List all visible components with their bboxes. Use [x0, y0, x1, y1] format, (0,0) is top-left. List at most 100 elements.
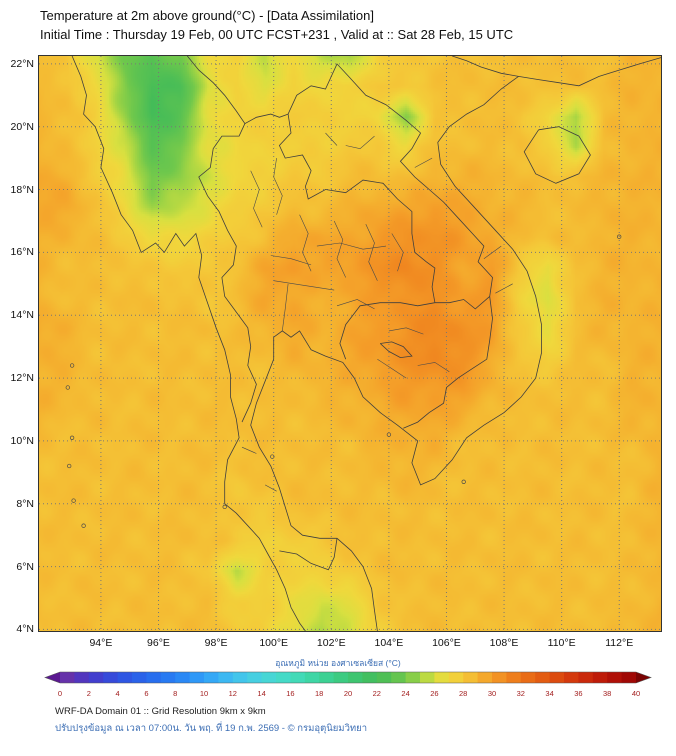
colorbar-tick-label: 30	[488, 689, 496, 698]
lat-tick-label: 10°N	[10, 434, 34, 447]
colorbar-tick-label: 32	[517, 689, 525, 698]
island-outline	[71, 498, 76, 503]
lat-tick-label: 16°N	[10, 246, 34, 259]
footer-update-info: ปรับปรุงข้อมูล ณ เวลา 07:00น. วัน พฤ. ที…	[55, 723, 368, 734]
island-outline	[65, 385, 70, 390]
boundary-thailand-myanmar-border	[198, 123, 257, 423]
colorbar-segment	[160, 672, 176, 683]
province-boundary	[333, 220, 346, 278]
province-boundary	[273, 280, 335, 291]
boundary-coast-east	[250, 76, 542, 631]
boundary-china-laos-vietnam-border	[287, 63, 421, 134]
boundary-hainan-island	[523, 126, 591, 184]
colorbar-segment	[564, 672, 579, 683]
colorbar-tick-label: 26	[430, 689, 438, 698]
province-boundary	[495, 283, 513, 294]
province-boundary	[417, 362, 450, 373]
province-boundary	[264, 484, 277, 492]
island-outline	[222, 504, 227, 510]
province-boundary	[345, 135, 375, 150]
map-overlay-boundaries	[39, 56, 661, 631]
colorbar-segment	[391, 672, 406, 683]
colorbar-segment	[434, 672, 450, 683]
colorbar-tick-label: 0	[58, 689, 62, 698]
lat-tick-label: 4°N	[16, 623, 34, 636]
colorbar-segment	[290, 672, 306, 683]
colorbar-tick-label: 28	[459, 689, 467, 698]
boundary-vietnam-china-border	[452, 56, 519, 77]
province-boundary	[414, 157, 433, 168]
province-boundary	[365, 223, 378, 281]
colorbar-segment	[463, 672, 478, 683]
colorbar-tick-label: 22	[373, 689, 381, 698]
colorbar-segment	[549, 672, 565, 683]
colorbar-segment	[103, 672, 118, 683]
province-boundary	[377, 358, 407, 379]
boundary-thailand-laos-border	[278, 114, 436, 303]
temperature-map	[38, 55, 662, 632]
colorbar-tick-label: 20	[344, 689, 352, 698]
lat-tick-label: 8°N	[16, 497, 34, 510]
lat-tick-label: 18°N	[10, 183, 34, 196]
colorbar-tick-label: 36	[574, 689, 582, 698]
island-outline	[617, 234, 622, 239]
colorbar: 0 2 4 6 8 10 12 14 16 18 20 22 24 26 28 30 32 34 36 38 40	[44, 671, 652, 698]
lon-tick-label: 110°E	[547, 637, 576, 649]
colorbar-segment	[348, 672, 363, 683]
page-title: Temperature at 2m above ground(°C) - [Da…	[40, 8, 374, 23]
province-boundary	[241, 446, 257, 454]
colorbar-tick-label: 4	[116, 689, 120, 698]
lat-tick-label: 12°N	[10, 372, 34, 385]
colorbar-segment	[117, 672, 133, 683]
province-boundary	[316, 242, 387, 250]
colorbar-outline	[44, 671, 652, 684]
colorbar-segment	[448, 672, 464, 683]
province-boundary	[483, 245, 502, 259]
colorbar-segment	[405, 672, 421, 683]
colorbar-segment	[592, 672, 608, 683]
colorbar-tick-label: 34	[545, 689, 553, 698]
colorbar-segment	[74, 672, 90, 683]
province-boundary	[270, 255, 312, 266]
lon-tick-label: 102°E	[316, 637, 346, 649]
colorbar-tick-label: 12	[229, 689, 237, 698]
footer-domain-info: WRF-DA Domain 01 :: Grid Resolution 9km …	[55, 706, 266, 717]
lon-tick-label: 106°E	[432, 637, 461, 649]
colorbar-segment	[88, 672, 104, 683]
colorbar-title: อุณหภูมิ หน่วย องศาเซลเซียส (°C)	[275, 658, 401, 668]
header: Temperature at 2m above ground(°C) - [Da…	[40, 7, 513, 43]
colorbar-segment	[247, 672, 262, 683]
colorbar-segment	[261, 672, 277, 683]
province-boundary	[299, 214, 312, 272]
colorbar-segment	[146, 672, 162, 683]
lon-tick-label: 108°E	[489, 637, 519, 649]
colorbar-tick-label: 16	[286, 689, 294, 698]
colorbar-segment	[333, 672, 349, 683]
province-boundary	[250, 170, 263, 228]
colorbar-segment	[218, 672, 234, 683]
boundary-myanmar-china-border	[186, 56, 289, 125]
province-boundary	[273, 158, 283, 215]
lon-tick-label: 100°E	[259, 637, 289, 649]
colorbar-tick-label: 24	[401, 689, 409, 698]
colorbar-segment	[492, 672, 507, 683]
temperature-field-canvas	[39, 56, 661, 631]
colorbar-segment	[376, 672, 392, 683]
boundary-cambodia-vietnam-border	[403, 296, 493, 429]
colorbar-segment	[304, 672, 320, 683]
province-boundary	[282, 283, 289, 331]
colorbar-segment	[506, 672, 522, 683]
boundary-china-coast	[518, 57, 661, 87]
boundary-thailand-cambodia-border	[339, 302, 435, 360]
colorbar-segment	[319, 672, 334, 683]
island-outline	[270, 454, 275, 459]
colorbar-segment	[189, 672, 205, 683]
boundary-laos-vietnam-border	[399, 132, 493, 297]
lat-tick-label: 14°N	[10, 309, 34, 322]
colorbar-tick-label: 18	[315, 689, 323, 698]
lon-tick-label: 112°E	[605, 637, 634, 649]
province-boundary	[391, 233, 404, 272]
province-boundary	[336, 299, 375, 310]
colorbar-tick-label: 40	[632, 689, 640, 698]
lon-tick-label: 98°E	[204, 637, 228, 649]
